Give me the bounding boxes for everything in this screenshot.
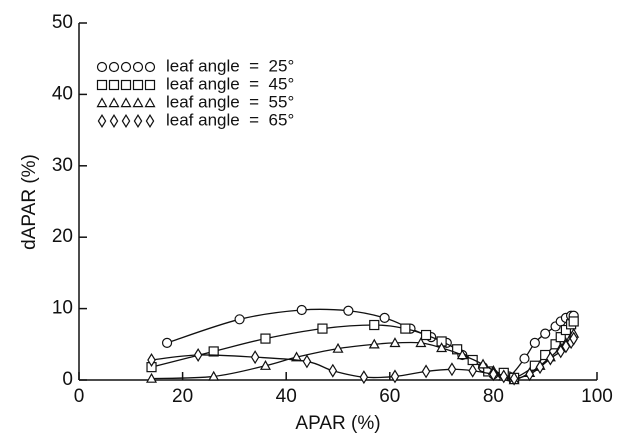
marker	[569, 331, 578, 346]
marker	[369, 319, 380, 331]
marker	[540, 328, 551, 339]
y-tick-label: 0	[62, 369, 73, 390]
x-tick-label: 0	[74, 386, 85, 407]
legend-label: leaf angle = 45°	[166, 74, 294, 93]
legend-label: leaf angle = 25°	[166, 56, 294, 75]
marker	[390, 369, 400, 384]
marker	[132, 97, 144, 108]
series-line	[166, 308, 574, 379]
marker	[529, 337, 540, 348]
marker	[296, 304, 307, 316]
marker	[555, 332, 566, 343]
y-axis-label: dAPAR (%)	[19, 154, 40, 250]
marker	[96, 79, 108, 91]
legend-label: leaf angle = 55°	[166, 92, 294, 111]
marker	[291, 351, 303, 362]
marker	[193, 348, 203, 363]
x-axis-label: APAR (%)	[295, 413, 380, 434]
marker	[420, 329, 432, 341]
marker	[489, 367, 498, 382]
y-tick-label: 50	[52, 12, 73, 33]
x-tick-label: 60	[379, 386, 400, 407]
marker	[328, 363, 338, 378]
marker	[208, 346, 219, 357]
marker	[133, 114, 143, 128]
legend-label: leaf angle = 65°	[166, 110, 294, 129]
marker	[317, 323, 328, 334]
y-tick-label: 40	[52, 83, 73, 104]
marker	[535, 360, 545, 375]
marker	[368, 338, 380, 349]
marker	[108, 97, 120, 108]
y-tick-label: 20	[52, 226, 73, 247]
marker	[343, 305, 354, 316]
marker	[208, 370, 220, 381]
marker	[147, 353, 156, 368]
marker	[477, 358, 489, 369]
marker	[144, 61, 156, 73]
marker	[546, 351, 555, 366]
x-tick-label: 20	[172, 386, 193, 407]
marker	[132, 61, 144, 73]
marker	[509, 371, 519, 386]
marker	[389, 337, 401, 348]
x-tick-label: 40	[276, 386, 297, 407]
marker	[120, 79, 132, 91]
marker	[108, 79, 120, 91]
marker	[302, 354, 312, 369]
marker	[456, 349, 468, 360]
marker	[415, 337, 427, 348]
marker	[145, 114, 155, 128]
marker	[436, 342, 448, 353]
marker	[108, 61, 120, 73]
x-tick-label: 100	[581, 386, 613, 407]
marker	[400, 323, 411, 334]
marker	[96, 97, 108, 108]
marker	[525, 367, 534, 382]
marker	[161, 337, 173, 348]
marker	[146, 372, 158, 383]
marker	[499, 369, 509, 384]
marker	[468, 363, 477, 378]
marker	[421, 364, 431, 379]
marker	[560, 324, 572, 336]
y-tick-label: 10	[52, 298, 73, 319]
marker	[120, 61, 132, 73]
marker	[519, 353, 530, 364]
y-tick-label: 30	[52, 155, 73, 176]
marker	[260, 333, 271, 344]
marker	[144, 79, 156, 91]
marker	[120, 97, 132, 108]
marker	[250, 350, 260, 365]
marker	[332, 342, 344, 353]
marker	[132, 79, 144, 91]
marker	[97, 114, 107, 128]
marker	[259, 359, 271, 370]
marker	[144, 97, 156, 108]
marker	[96, 61, 108, 73]
x-tick-label: 80	[483, 386, 504, 407]
marker	[447, 362, 457, 377]
marker	[452, 344, 463, 355]
marker	[121, 114, 131, 128]
marker	[359, 370, 369, 385]
marker	[234, 314, 245, 325]
marker	[556, 344, 566, 359]
marker	[379, 312, 390, 323]
marker	[568, 316, 579, 327]
marker	[109, 114, 119, 128]
